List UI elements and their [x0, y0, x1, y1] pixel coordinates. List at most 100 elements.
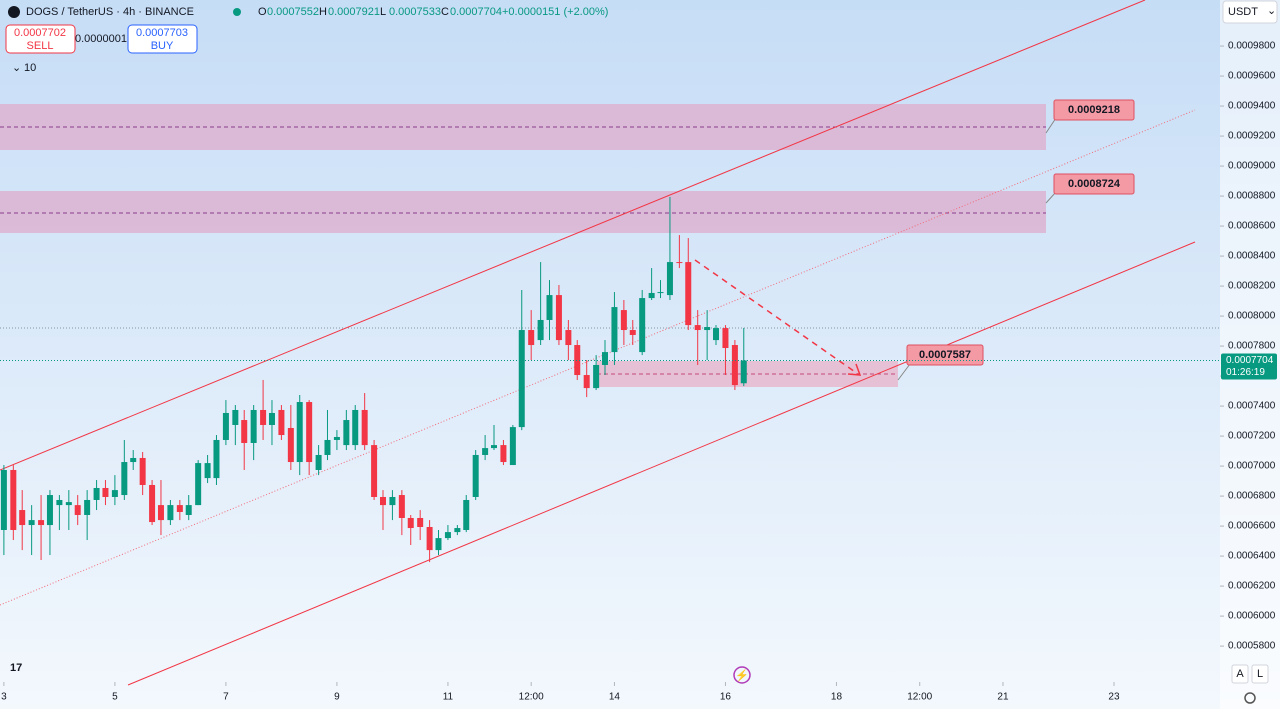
candle-body [500, 445, 507, 463]
candle-body [56, 499, 63, 506]
candle-body [565, 330, 572, 346]
y-tick-label: 0.0007800 [1228, 341, 1276, 352]
candle-body [593, 364, 600, 389]
x-tick-label: 12:00 [907, 692, 932, 703]
lightning[interactable] [733, 666, 751, 684]
collapse[interactable]: ⌄ [12, 62, 21, 74]
candle-body [620, 310, 627, 331]
spread: 0.0000001 [75, 33, 127, 45]
candle-body [268, 412, 275, 425]
candle-body [361, 409, 368, 446]
candle-body [546, 295, 553, 320]
buy-label: BUY [151, 40, 174, 52]
sell-price: 0.0007702 [14, 27, 66, 39]
ohlc-value: 0.0007533 [389, 6, 441, 18]
candle-body [213, 439, 220, 479]
candle-body [0, 469, 7, 530]
candle-body [241, 420, 248, 443]
candle-body [463, 499, 470, 530]
zone [0, 191, 1046, 233]
symbol[interactable]: DOGS / TetherUS · 4h · BINANCE [26, 6, 194, 18]
candle-body [306, 402, 313, 463]
label-box [1053, 99, 1135, 121]
candle-body [518, 330, 525, 428]
indicator[interactable]: 10 [24, 62, 36, 74]
buy-button[interactable] [127, 24, 198, 54]
settings[interactable] [1244, 692, 1256, 704]
arrow-head [847, 363, 862, 376]
y-tick-label: 0.0006400 [1228, 551, 1276, 562]
ohlc-change: +0.0000151 (+2.00%) [502, 6, 608, 18]
candle-body [444, 532, 451, 539]
last-price-tag [1221, 353, 1277, 380]
candle-body [315, 454, 322, 470]
button-label: L [1257, 668, 1263, 680]
candle-body [222, 412, 229, 440]
candle-body [583, 375, 590, 389]
logo: 17 [10, 662, 22, 674]
candle-body [204, 463, 211, 479]
candle-body [528, 330, 535, 346]
candle-body [555, 295, 562, 341]
caret: ⌄ [1267, 5, 1276, 17]
candle-body [46, 495, 53, 526]
candle-body [93, 487, 100, 500]
y-tick-label: 0.0005800 [1228, 641, 1276, 652]
candle-body [398, 495, 405, 518]
callout [1045, 117, 1057, 134]
y-tick-label: 0.0007400 [1228, 401, 1276, 412]
arrow [694, 259, 859, 375]
candle-body [611, 307, 618, 353]
candle-body [232, 409, 239, 425]
x-tick-label: 11 [443, 692, 454, 703]
candle-body [629, 330, 636, 335]
countdown: 01:26:19 [1226, 367, 1265, 378]
candle-body [454, 528, 461, 533]
annotation: 0.0007587 [919, 349, 971, 361]
candle-body [84, 499, 91, 515]
annotation: 0.0009218 [1068, 104, 1120, 116]
candle-body [38, 520, 45, 526]
x-tick-label: 14 [609, 692, 621, 703]
candle-body [287, 427, 294, 463]
candle-body [260, 409, 267, 425]
currency-select[interactable] [1222, 0, 1278, 24]
annotation: 0.0008724 [1068, 178, 1121, 190]
candle-body [130, 457, 137, 463]
x-tick-label: 16 [720, 692, 732, 703]
candle-body [28, 520, 35, 526]
candle-body [10, 469, 17, 530]
x-tick-label: 12:00 [519, 692, 544, 703]
sell-button[interactable] [5, 24, 76, 54]
ohlc-value: 0.0007921 [328, 6, 380, 18]
candle-body [657, 292, 664, 294]
candle-body [722, 328, 729, 349]
ohlc-key: H [319, 6, 327, 18]
candle-body [417, 517, 424, 527]
candle-body [333, 436, 340, 440]
x-tick-label: 7 [223, 692, 229, 703]
candle-body [157, 505, 164, 521]
currency: USDT [1228, 6, 1258, 18]
candles [0, 196, 747, 563]
channel-mid [0, 109, 1196, 606]
candle-body [102, 487, 109, 497]
candle-body [19, 510, 26, 526]
candle-body [352, 409, 359, 446]
y-tick-label: 0.0008800 [1228, 191, 1276, 202]
candle-body [704, 327, 711, 331]
candle-body [65, 502, 72, 506]
x-tick-label: 3 [1, 692, 7, 703]
candle-body [509, 427, 516, 466]
button-label: A [1236, 668, 1244, 680]
callout [897, 363, 911, 381]
y-tick-label: 0.0008200 [1228, 281, 1276, 292]
button[interactable] [1251, 664, 1269, 684]
candle-body [167, 505, 174, 521]
candle-body [472, 454, 479, 497]
candle-body [435, 538, 442, 551]
y-tick-label: 0.0008000 [1228, 311, 1276, 322]
candle-body [602, 352, 609, 365]
button[interactable] [1231, 664, 1249, 684]
